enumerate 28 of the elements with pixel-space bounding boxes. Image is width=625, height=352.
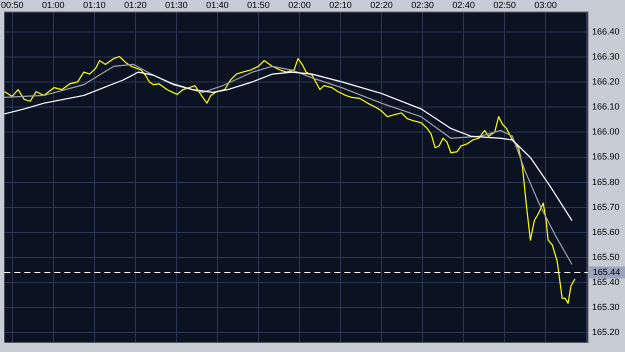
y-tick-label: 165.20: [592, 327, 620, 338]
x-tick-label: 01:20: [124, 0, 147, 10]
y-tick-label: 165.80: [592, 176, 620, 187]
x-tick-label: 02:30: [411, 0, 434, 10]
y-tick-label: 165.30: [592, 302, 620, 312]
y-tick-label: 166.40: [592, 26, 620, 37]
y-tick-label: 166.00: [592, 126, 620, 137]
x-tick-label: 03:00: [534, 0, 557, 10]
ref-line-label: 165.44: [592, 266, 620, 277]
y-tick-label: 165.50: [592, 252, 620, 262]
x-tick-label: 01:30: [165, 0, 188, 10]
x-tick-label: 02:40: [452, 0, 475, 10]
x-tick-label: 02:50: [493, 0, 516, 10]
x-tick-label: 01:40: [206, 0, 229, 10]
x-tick-label: 01:10: [83, 0, 106, 10]
x-tick-label: 00:50: [0, 0, 24, 10]
y-tick-label: 165.60: [592, 226, 620, 237]
y-tick-label: 166.30: [592, 52, 620, 62]
y-tick-label: 165.70: [592, 202, 620, 212]
x-tick-label: 01:00: [42, 0, 65, 10]
y-tick-label: 166.20: [592, 76, 620, 87]
y-tick-label: 166.10: [592, 102, 620, 112]
x-tick-label: 02:00: [288, 0, 311, 10]
x-tick-label: 02:20: [370, 0, 393, 10]
y-tick-label: 165.40: [592, 276, 620, 287]
x-tick-label: 01:50: [247, 0, 270, 10]
y-tick-label: 165.90: [592, 152, 620, 162]
x-tick-label: 02:10: [329, 0, 352, 10]
